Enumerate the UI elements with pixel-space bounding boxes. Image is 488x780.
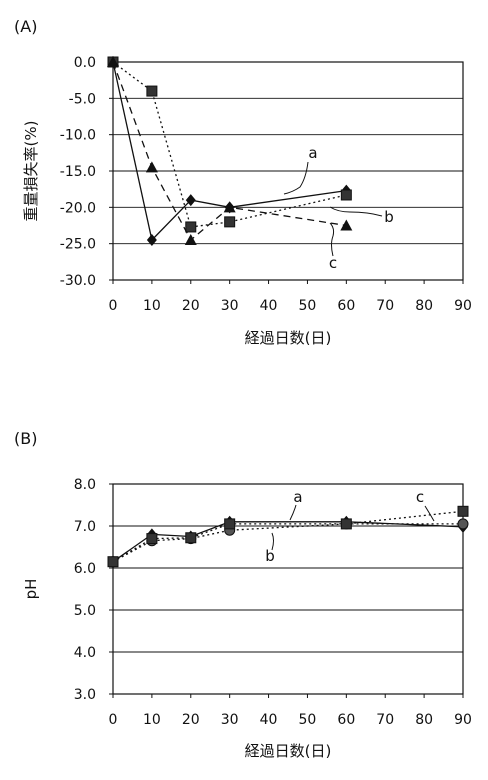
y-tick-label: -25.0 (60, 237, 96, 253)
y-tick-label: -30.0 (60, 273, 96, 289)
panel-label: (B) (14, 429, 37, 448)
plot-frame (113, 484, 463, 694)
x-tick-label: 30 (221, 298, 239, 314)
y-tick-label: -20.0 (60, 200, 96, 216)
data-point (225, 217, 235, 227)
x-tick-label: 60 (337, 298, 355, 314)
x-tick-label: 70 (376, 298, 394, 314)
x-tick-label: 50 (299, 712, 317, 728)
y-tick-label: 6.0 (74, 561, 96, 577)
y-tick-label: 0.0 (74, 55, 96, 71)
series-line (113, 522, 463, 562)
data-point (458, 506, 468, 516)
y-tick-label: -15.0 (60, 164, 96, 180)
data-point (108, 557, 118, 567)
series-label-leader (425, 506, 434, 521)
x-tick-label: 40 (260, 712, 278, 728)
x-tick-label: 40 (260, 298, 278, 314)
data-point (458, 519, 468, 529)
y-tick-label: 3.0 (74, 687, 96, 703)
series-label: c (416, 488, 424, 506)
data-point (147, 534, 157, 544)
data-point (185, 234, 197, 245)
series-label: b (384, 208, 394, 226)
data-point (225, 519, 235, 529)
x-tick-label: 90 (454, 298, 472, 314)
x-tick-label: 10 (143, 712, 161, 728)
data-point (341, 190, 351, 200)
series-label-leader (290, 505, 296, 520)
x-tick-label: 70 (376, 712, 394, 728)
series-label-leader (284, 162, 308, 194)
x-tick-label: 60 (337, 712, 355, 728)
y-tick-label: 7.0 (74, 519, 96, 535)
x-axis-title: 経過日数(日) (245, 329, 332, 347)
panel-label: (A) (14, 17, 37, 36)
y-tick-label: -5.0 (69, 91, 96, 107)
series-label: a (308, 144, 317, 162)
y-tick-label: 8.0 (74, 477, 96, 493)
x-tick-label: 0 (109, 298, 118, 314)
x-tick-label: 30 (221, 712, 239, 728)
y-tick-label: -10.0 (60, 128, 96, 144)
x-tick-label: 80 (415, 298, 433, 314)
x-tick-label: 90 (454, 712, 472, 728)
series-line (113, 511, 463, 561)
series-label-leader (330, 207, 382, 216)
y-tick-label: 5.0 (74, 603, 96, 619)
series-label: b (265, 547, 275, 565)
data-point (341, 519, 351, 529)
series-line (113, 524, 463, 562)
y-axis-title: pH (22, 579, 40, 600)
x-axis-title: 経過日数(日) (245, 742, 332, 760)
x-tick-label: 10 (143, 298, 161, 314)
series-a (108, 516, 468, 568)
x-tick-label: 0 (109, 712, 118, 728)
series-label: a (293, 488, 302, 506)
data-point (186, 533, 196, 543)
y-axis-title: 重量損失率(%) (22, 121, 40, 222)
x-tick-label: 80 (415, 712, 433, 728)
data-point (146, 161, 158, 172)
series-label: c (329, 254, 337, 272)
data-point (147, 86, 157, 96)
y-tick-label: 4.0 (74, 645, 96, 661)
data-point (340, 220, 352, 231)
x-tick-label: 20 (182, 712, 200, 728)
series-c (108, 506, 468, 566)
x-tick-label: 20 (182, 298, 200, 314)
series-label-leader (330, 223, 334, 256)
x-tick-label: 50 (299, 298, 317, 314)
data-point (186, 222, 196, 232)
